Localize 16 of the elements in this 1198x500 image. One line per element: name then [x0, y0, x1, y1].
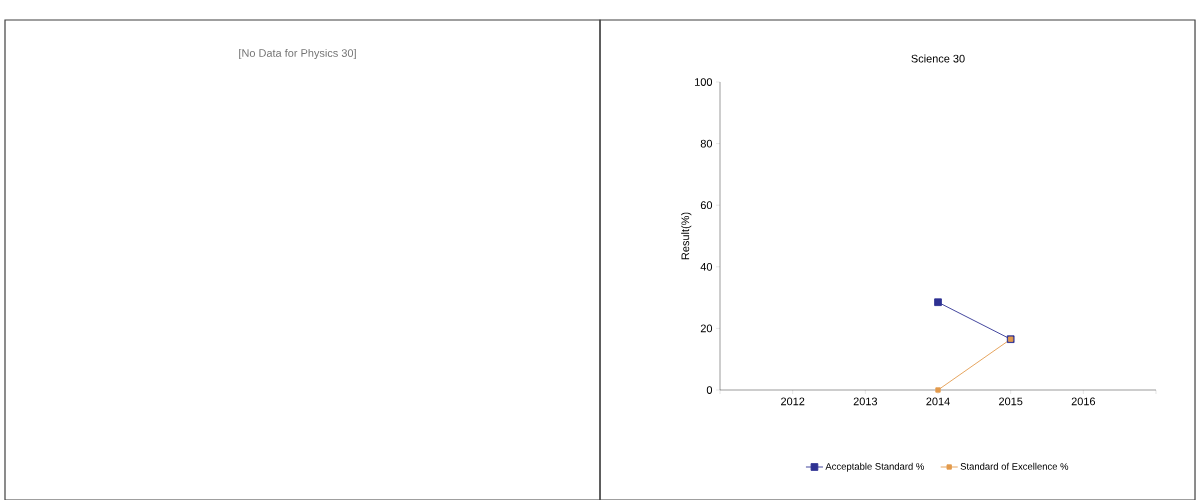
y-tick-label: 20	[700, 324, 713, 333]
y-tick-label: 100	[695, 78, 713, 86]
legend-label: Standard of Excellence %	[960, 462, 1069, 470]
y-axis-title: Result(%)	[681, 212, 692, 260]
x-tick-label: 2016	[1071, 397, 1096, 406]
y-tick-label: 60	[700, 201, 713, 210]
text: [No Data for Physics 30]	[239, 48, 356, 60]
y-tick-label: 80	[700, 139, 713, 148]
chart-title: Science 30	[911, 54, 965, 63]
x-tick-label: 2012	[781, 397, 805, 406]
x-tick-label: 2013	[853, 397, 878, 406]
y-tick-label: 40	[700, 262, 713, 271]
legend-label: Acceptable Standard %	[825, 462, 924, 472]
y-tick-label: 0	[706, 386, 713, 394]
x-tick-label: 2014	[926, 397, 950, 406]
x-tick-label: 2015	[999, 397, 1023, 406]
